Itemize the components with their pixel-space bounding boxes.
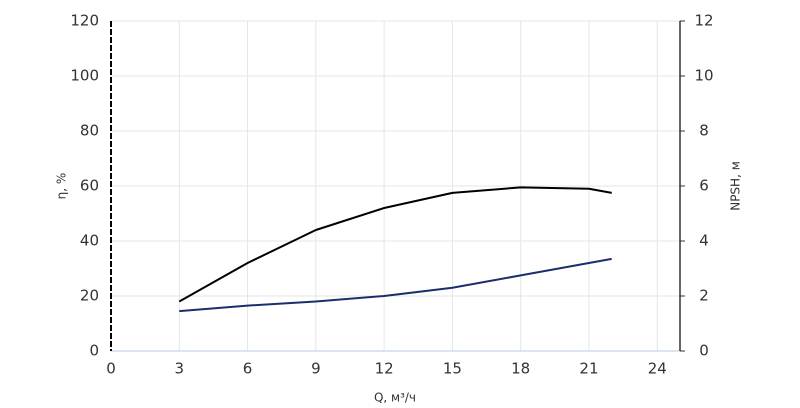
x-tick-label: 15 <box>443 360 462 378</box>
y-tick-label: 100 <box>70 67 99 85</box>
y2-tick-label: 10 <box>694 67 713 85</box>
y-tick-label: 120 <box>70 12 99 30</box>
x-tick-label: 6 <box>243 360 253 378</box>
x-tick-label: 9 <box>311 360 321 378</box>
y2-tick-label: 12 <box>694 12 713 30</box>
y2-tick-label: 2 <box>699 287 709 305</box>
x-tick-label: 21 <box>579 360 598 378</box>
x-tick-label: 12 <box>375 360 394 378</box>
y2-tick-label: 0 <box>699 342 709 360</box>
y2-axis-label: NPSH, м <box>729 161 743 211</box>
x-tick-label: 0 <box>106 360 116 378</box>
y-tick-label: 40 <box>80 232 99 250</box>
y-tick-label: 80 <box>80 122 99 140</box>
series-line <box>179 257 612 313</box>
y2-tick-label: 8 <box>699 122 709 140</box>
x-tick-label: 24 <box>648 360 667 378</box>
y2-tick-label: 6 <box>699 177 709 195</box>
x-tick-label: 3 <box>175 360 185 378</box>
y-axis-label: η, % <box>55 173 69 200</box>
x-axis-label: Q, м³/ч <box>374 391 416 405</box>
y-tick-label: 20 <box>80 287 99 305</box>
series-line <box>178 186 612 303</box>
y-tick-label: 60 <box>80 177 99 195</box>
y2-tick-label: 4 <box>699 232 709 250</box>
y-tick-label: 0 <box>89 342 99 360</box>
x-tick-label: 18 <box>511 360 530 378</box>
